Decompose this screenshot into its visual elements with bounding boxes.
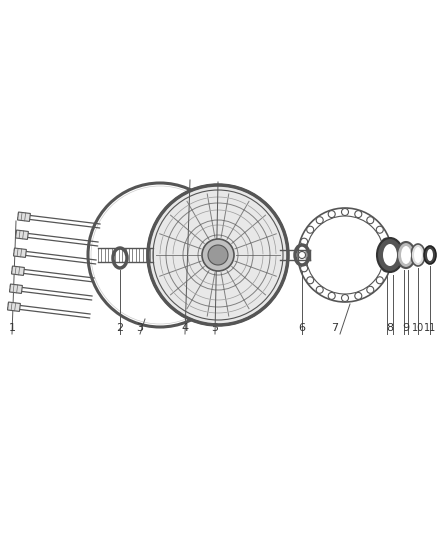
Circle shape: [382, 265, 389, 272]
Circle shape: [342, 208, 349, 215]
Ellipse shape: [401, 246, 411, 264]
Ellipse shape: [414, 247, 422, 263]
Polygon shape: [14, 248, 26, 257]
Circle shape: [202, 239, 234, 271]
Circle shape: [148, 185, 288, 325]
Circle shape: [328, 211, 335, 217]
Circle shape: [328, 293, 335, 300]
Text: 4: 4: [181, 323, 189, 333]
Circle shape: [342, 295, 349, 302]
Circle shape: [367, 217, 374, 224]
Ellipse shape: [411, 244, 425, 266]
Polygon shape: [11, 266, 25, 276]
Circle shape: [299, 252, 305, 259]
Circle shape: [367, 286, 374, 293]
Circle shape: [376, 226, 383, 233]
Text: 3: 3: [137, 323, 144, 333]
Polygon shape: [7, 302, 21, 311]
Text: 5: 5: [212, 323, 219, 333]
Circle shape: [316, 217, 323, 224]
Text: 1: 1: [8, 323, 15, 333]
Text: 10: 10: [412, 323, 424, 333]
Circle shape: [385, 252, 392, 259]
Text: 11: 11: [424, 323, 436, 333]
Polygon shape: [15, 230, 28, 239]
Circle shape: [300, 238, 307, 245]
Circle shape: [208, 245, 228, 265]
Text: 6: 6: [299, 323, 305, 333]
Ellipse shape: [383, 244, 397, 266]
Text: 9: 9: [403, 323, 410, 333]
Ellipse shape: [424, 246, 436, 264]
Ellipse shape: [397, 242, 415, 268]
Circle shape: [355, 293, 362, 300]
Polygon shape: [10, 284, 22, 294]
Circle shape: [316, 286, 323, 293]
Ellipse shape: [427, 249, 433, 261]
Ellipse shape: [377, 238, 403, 272]
Polygon shape: [18, 212, 30, 221]
Circle shape: [307, 277, 314, 284]
Text: 7: 7: [332, 323, 339, 333]
Circle shape: [376, 277, 383, 284]
Circle shape: [382, 238, 389, 245]
Text: 8: 8: [386, 323, 394, 333]
Circle shape: [300, 265, 307, 272]
Circle shape: [355, 211, 362, 217]
Circle shape: [307, 226, 314, 233]
Text: 2: 2: [117, 323, 124, 333]
